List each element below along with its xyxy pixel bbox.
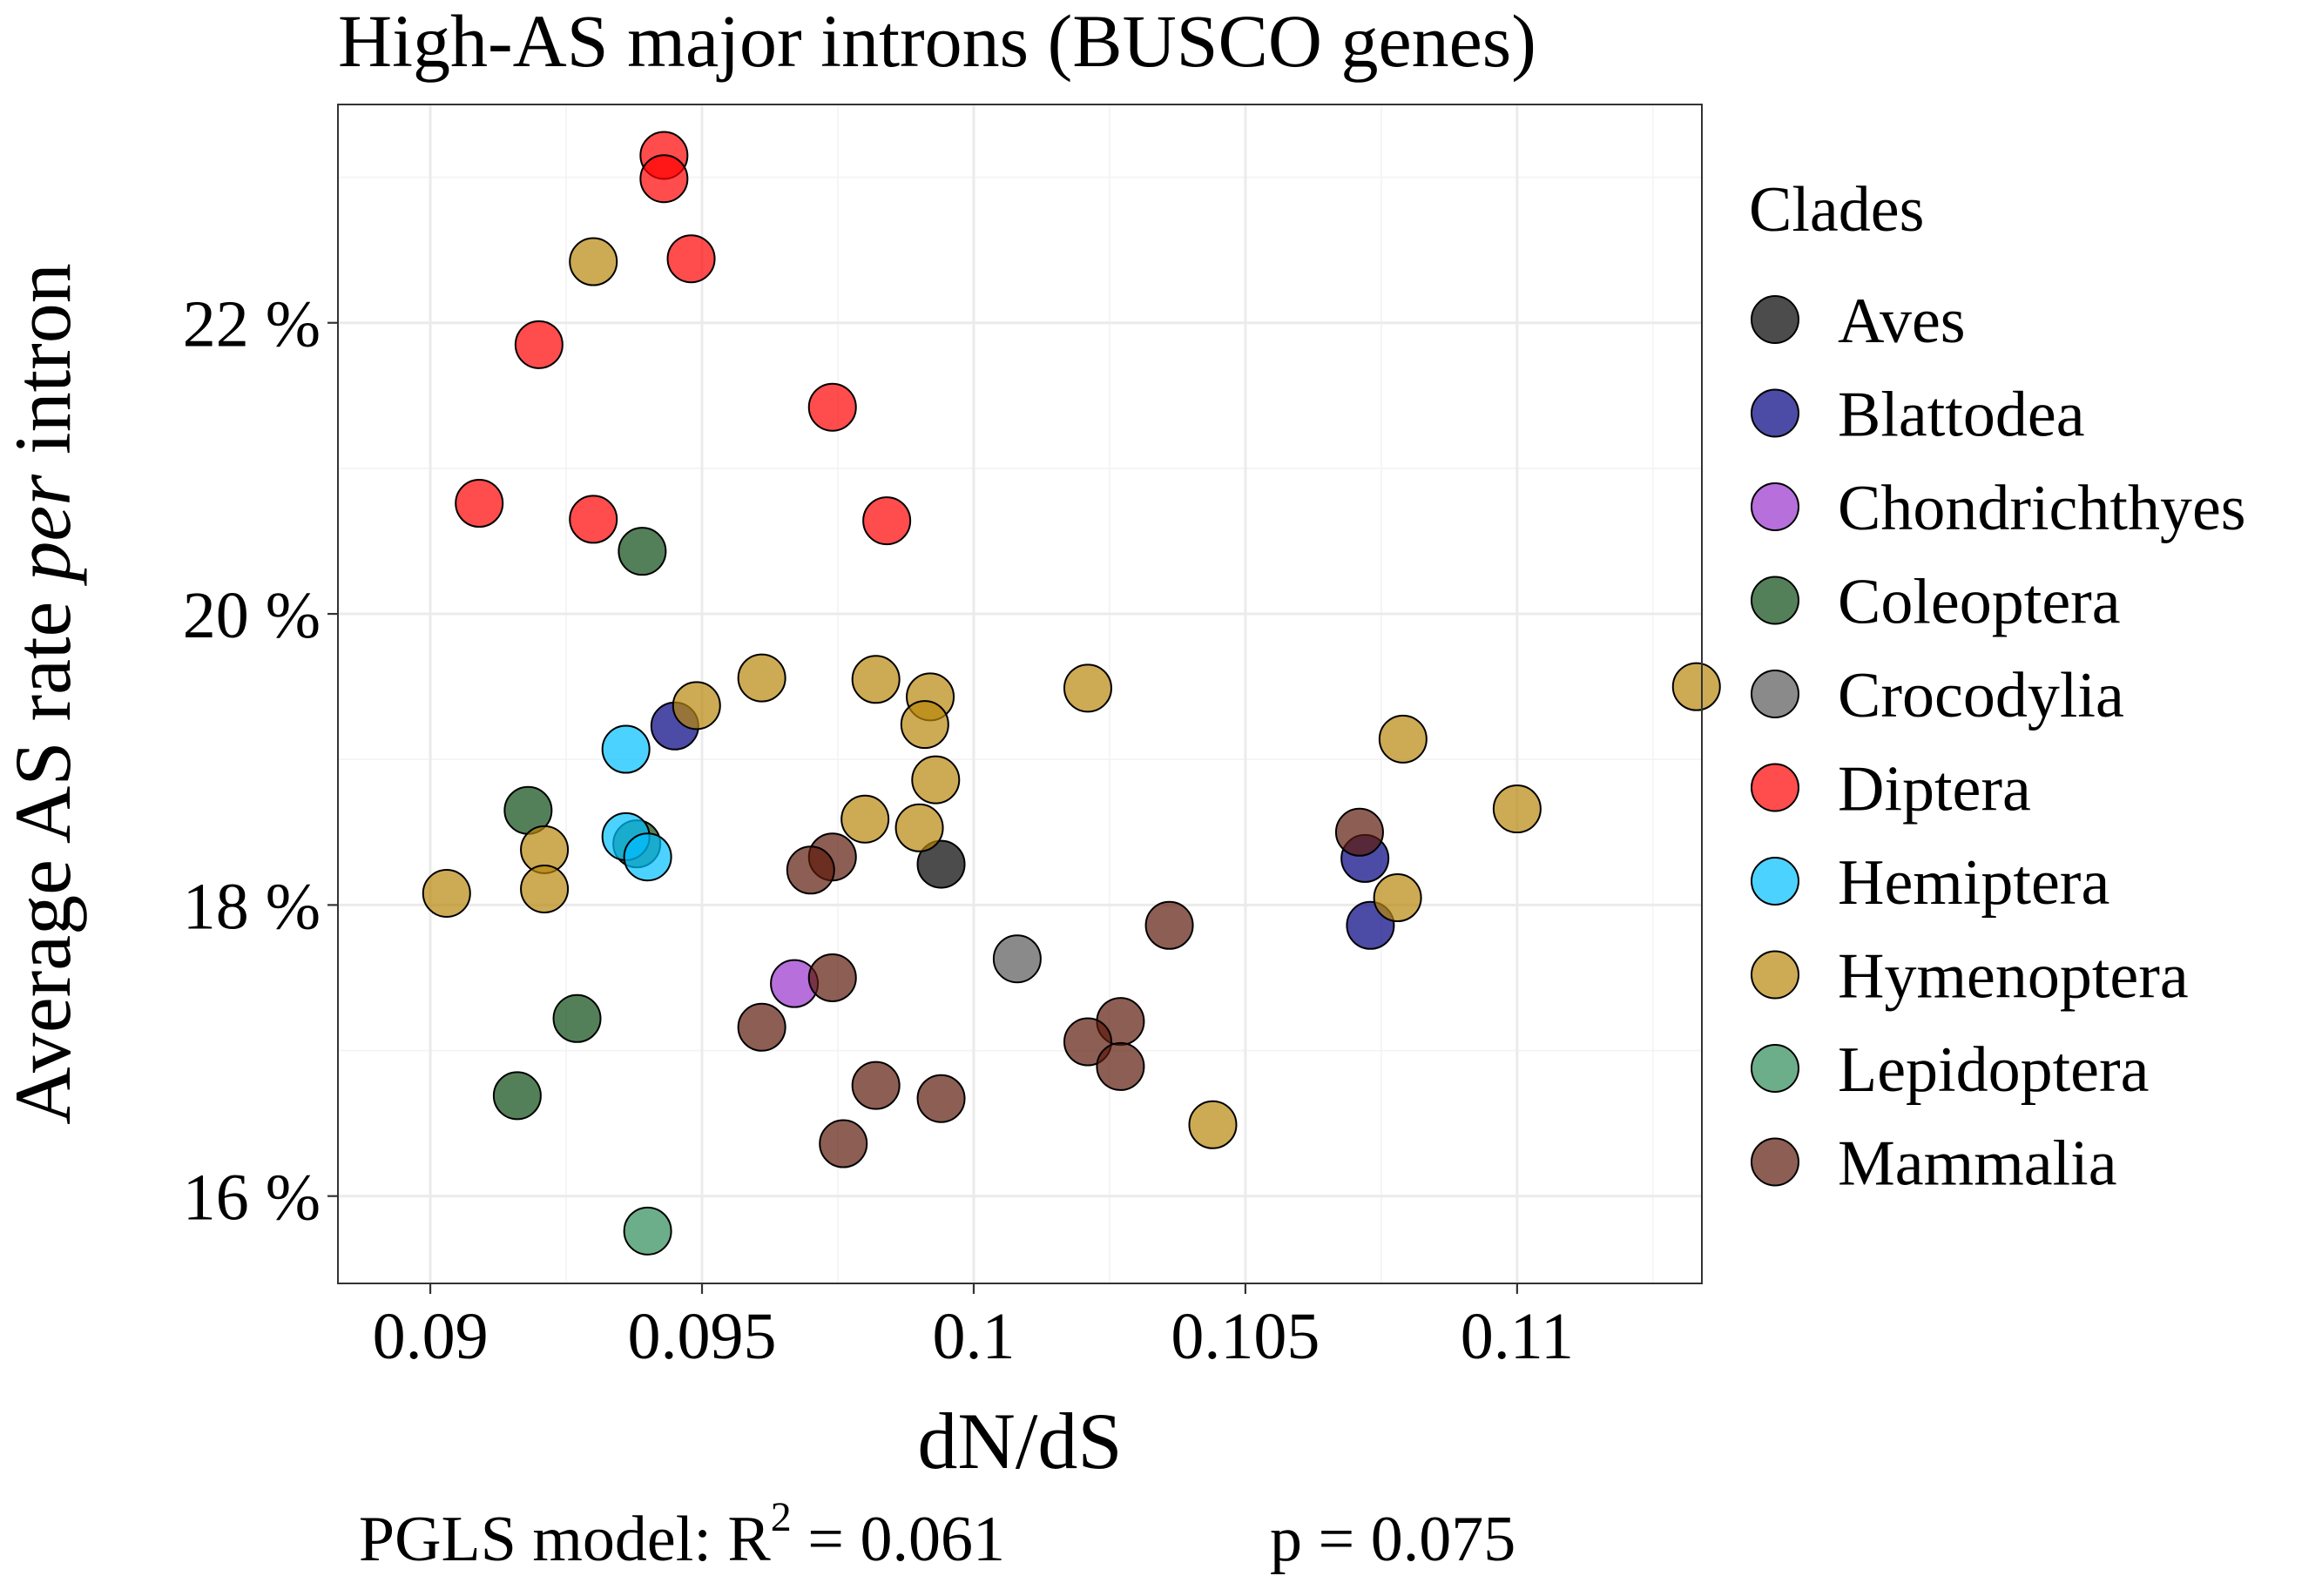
point-crocodylia <box>992 934 1042 984</box>
plot-title: High-AS major introns (BUSCO genes) <box>338 0 1536 83</box>
legend-label-hymenoptera: Hymenoptera <box>1838 941 2189 1013</box>
point-hymenoptera <box>1378 714 1428 764</box>
point-mammalia <box>819 1119 868 1168</box>
x-axis: 0.09 0.095 0.1 0.105 0.11 <box>373 1283 1574 1373</box>
legend-label-crocodylia: Crocodylia <box>1838 660 2124 731</box>
point-diptera <box>455 479 504 529</box>
legend-label-hemiptera: Hemiptera <box>1838 847 2109 919</box>
x-tick-label: 0.11 <box>1461 1300 1574 1373</box>
point-lepidoptera <box>623 1206 672 1256</box>
point-diptera <box>639 154 689 204</box>
legend-label-diptera: Diptera <box>1838 754 2031 825</box>
point-hymenoptera <box>840 794 890 844</box>
point-hymenoptera <box>911 755 961 805</box>
legend-key-diptera <box>1751 763 1799 812</box>
legend-title: Clades <box>1749 174 1924 246</box>
y-tick-label: 20 % <box>183 579 321 652</box>
y-axis-title: Average AS rate per intron <box>0 263 87 1125</box>
caption-prefix: PGLS model: R <box>359 1504 771 1575</box>
legend-label-aves: Aves <box>1838 286 1966 357</box>
y-tick-label: 16 % <box>183 1162 321 1235</box>
point-hymenoptera <box>1492 785 1542 834</box>
point-mammalia <box>786 845 835 895</box>
y-tick-label: 22 % <box>183 288 321 361</box>
legend: Clades Aves Blattodea Chondrichthyes Coleop… <box>1749 174 2246 1200</box>
point-hymenoptera <box>672 681 721 731</box>
caption-model: PGLS model: R2 = 0.061 <box>359 1494 1005 1575</box>
legend-key-chondrichthyes <box>1751 482 1799 531</box>
x-tick-label: 0.09 <box>373 1300 489 1373</box>
point-mammalia <box>1063 1017 1112 1067</box>
point-diptera <box>862 496 912 546</box>
plot-panel <box>338 104 1702 1283</box>
point-hymenoptera <box>1671 662 1721 711</box>
point-coleoptera <box>492 1071 542 1121</box>
legend-label-lepidoptera: Lepidoptera <box>1838 1034 2150 1106</box>
point-diptera <box>569 495 618 544</box>
point-hemiptera <box>601 724 651 774</box>
legend-label-chondrichthyes: Chondrichthyes <box>1838 473 2246 544</box>
point-hymenoptera <box>1063 663 1112 713</box>
point-hymenoptera <box>737 653 786 703</box>
point-mammalia <box>916 1074 966 1123</box>
legend-items: Aves Blattodea Chondrichthyes Coleoptera Cro… <box>1751 286 2246 1200</box>
point-hymenoptera <box>569 237 618 286</box>
point-coleoptera <box>618 527 667 576</box>
legend-label-blattodea: Blattodea <box>1838 380 2085 451</box>
point-mammalia <box>737 1002 786 1052</box>
point-hymenoptera <box>900 700 949 750</box>
point-mammalia <box>1096 1041 1145 1091</box>
point-mammalia <box>1144 900 1194 950</box>
legend-key-lepidoptera <box>1751 1044 1799 1093</box>
point-hymenoptera <box>520 864 570 913</box>
y-axis-title-italic: per <box>0 474 87 587</box>
point-hymenoptera <box>1188 1100 1238 1149</box>
legend-key-crocodylia <box>1751 670 1799 718</box>
point-mammalia <box>807 953 857 1002</box>
x-tick-label: 0.095 <box>628 1300 777 1373</box>
point-hymenoptera <box>894 803 944 852</box>
point-hymenoptera <box>422 869 471 919</box>
point-diptera <box>514 320 564 369</box>
point-coleoptera <box>552 993 602 1043</box>
x-tick-label: 0.105 <box>1171 1300 1320 1373</box>
point-hemiptera <box>623 832 672 882</box>
point-diptera <box>666 234 716 284</box>
legend-key-mammalia <box>1751 1137 1799 1187</box>
legend-key-coleoptera <box>1751 576 1799 625</box>
caption-p-value: p = 0.075 <box>1270 1504 1515 1575</box>
caption-r2: = 0.061 <box>792 1504 1005 1575</box>
legend-label-mammalia: Mammalia <box>1838 1128 2117 1200</box>
y-axis: 16 % 18 % 20 % 22 % <box>183 288 338 1235</box>
x-axis-title: dN/dS <box>917 1397 1122 1485</box>
legend-key-aves <box>1751 295 1799 344</box>
caption-superscript: 2 <box>771 1494 792 1540</box>
legend-key-hemiptera <box>1751 857 1799 906</box>
y-axis-title-pre: Average AS rate <box>0 582 87 1125</box>
point-mammalia <box>1334 807 1384 857</box>
point-hymenoptera <box>1373 873 1422 923</box>
point-hymenoptera <box>851 655 901 704</box>
x-tick-label: 0.1 <box>932 1300 1015 1373</box>
plot-panel-border <box>337 104 1703 1284</box>
point-aves <box>916 839 966 889</box>
points-layer <box>422 131 1721 1256</box>
legend-key-hymenoptera <box>1751 950 1799 1000</box>
point-mammalia <box>851 1061 901 1110</box>
y-tick-label: 18 % <box>183 870 321 943</box>
y-axis-title-post: intron <box>0 263 87 475</box>
legend-label-coleoptera: Coleoptera <box>1838 567 2121 638</box>
point-diptera <box>807 382 857 432</box>
legend-key-blattodea <box>1751 388 1799 438</box>
